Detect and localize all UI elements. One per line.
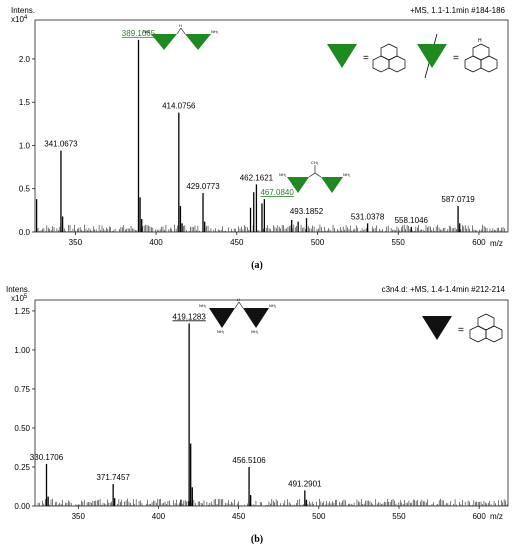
x-tick-label: 500: [312, 512, 326, 521]
equals-sign: =: [458, 325, 464, 336]
legend-a: = = H: [327, 33, 498, 79]
x-axis-label-b: m/z: [490, 512, 503, 521]
y-tick-label: 0.75: [14, 385, 30, 394]
equals-sign: =: [363, 53, 369, 64]
x-tick-label: 450: [232, 512, 246, 521]
triangle-icon: [327, 44, 357, 68]
nh-label: H: [478, 38, 482, 44]
peak-label: 429.0773: [186, 182, 220, 191]
y-tick-label: 1.0: [19, 141, 31, 150]
spectrum-panel-a: Intens. x104 +MS, 1.1-1.1min #184-186 0.…: [11, 6, 509, 271]
x-tick-label: 550: [392, 238, 406, 247]
peak-label: 456.5106: [232, 456, 266, 465]
triangle-icon: [151, 34, 177, 50]
y-multiplier-b: x105: [11, 294, 28, 303]
plot-frame: [34, 299, 509, 507]
panel-label-a: (a): [251, 260, 263, 271]
spectrum-panel-b: Intens. x105 c3n4.d: +MS, 1.4-1.4min #21…: [6, 285, 509, 545]
scan-header-b: c3n4.d: +MS, 1.4-1.4min #212-214: [382, 285, 506, 294]
y-tick-label: 1.25: [14, 307, 30, 316]
peak-label: 341.0673: [44, 140, 78, 149]
triangle-icon: [287, 177, 309, 193]
x-axis-label-a: m/z: [490, 239, 503, 248]
x-tick-label: 600: [472, 238, 486, 247]
scan-header-a: +MS, 1.1-1.1min #184-186: [410, 6, 505, 15]
axes-b: 0.00 0.25 0.50 0.75 1.00 1.25 350 400 450 500 550 6…: [14, 299, 509, 521]
nh2-label: NH₂: [251, 329, 259, 334]
y-tick-label: 0.00: [14, 502, 30, 511]
x-tick-label: 500: [311, 238, 325, 247]
nh2-label: NH₂: [143, 29, 151, 34]
peak-label: 491.2901: [288, 479, 322, 488]
triangle-icon: [321, 177, 343, 193]
panel-label-b: (b): [251, 534, 263, 545]
triangle-icon: [422, 316, 452, 340]
dimer-structure-419: H NH₂ NH₂ NH₂ NH₂: [199, 297, 277, 334]
nh2-label: NH₂: [269, 303, 277, 308]
trimer-structure-467: CH₃ NH₂ NH₂: [279, 160, 351, 193]
peak-label: 419.1283: [172, 312, 206, 321]
y-tick-label: 2.0: [19, 55, 31, 64]
peak-label: 414.0756: [162, 102, 196, 111]
y-multiplier-a: x104: [11, 15, 28, 24]
x-tick-label: 450: [230, 238, 244, 247]
peak-label: 371.7457: [96, 473, 130, 482]
peak-label: 467.0840: [260, 188, 294, 197]
y-tick-label: 0.5: [19, 185, 31, 194]
y-tick-label: 1.5: [19, 98, 31, 107]
peak-label: 462.1621: [240, 173, 274, 182]
peak-label: 493.1852: [290, 207, 324, 216]
axes-a: 0.0 0.5 1.0 1.5 2.0 350 400 450 500 550 600: [19, 19, 509, 247]
nh2-label: NH₂: [199, 303, 207, 308]
y-tick-label: 0.25: [14, 463, 30, 472]
x-tick-label: 600: [472, 512, 486, 521]
nh2-label: NH₂: [343, 172, 351, 177]
peaks-b: [36, 323, 508, 506]
plot-frame: [34, 19, 509, 233]
y-title-a: Intens.: [11, 6, 35, 15]
equals-sign: =: [453, 53, 459, 64]
peak-label: 389.1065: [122, 29, 156, 38]
nh2-label: NH₂: [211, 29, 219, 34]
peak-labels-a: 341.0673 389.1065 414.0756 429.0773 462.1621…: [44, 29, 475, 225]
heptazine-icon: [469, 313, 503, 343]
x-tick-label: 350: [72, 512, 86, 521]
x-tick-label: 550: [392, 512, 406, 521]
triangle-icon: [209, 308, 235, 328]
peak-labels-b: 330.1706 371.7457 419.1283 456.5106 491.2901: [30, 312, 322, 488]
peak-label: 531.0378: [351, 212, 385, 221]
peak-label: 330.1706: [30, 453, 64, 462]
heptazine-icon: [372, 43, 406, 73]
y-tick-label: 1.00: [14, 346, 30, 355]
x-tick-label: 400: [149, 238, 163, 247]
y-tick-label: 0.50: [14, 424, 30, 433]
legend-b: =: [422, 313, 503, 343]
x-tick-label: 400: [152, 512, 166, 521]
heptazine-icon: H: [464, 38, 498, 73]
nh2-label: NH₂: [279, 172, 287, 177]
peak-label: 587.0719: [441, 195, 475, 204]
triangle-icon: [243, 308, 269, 328]
nh-label: H: [237, 297, 240, 302]
triangle-icon: [417, 44, 447, 68]
peaks-a: [35, 39, 508, 232]
dimer-structure-389: H NH₂ NH₂: [143, 23, 219, 50]
nh-label: H: [179, 23, 182, 28]
triangle-icon: [185, 34, 211, 50]
x-tick-label: 350: [69, 238, 83, 247]
y-tick-label: 0.0: [19, 228, 31, 237]
nh2-label: NH₂: [217, 329, 225, 334]
peak-label: 558.1046: [395, 216, 429, 225]
ch3-label: CH₃: [311, 160, 319, 165]
y-title-b: Intens.: [6, 285, 30, 294]
